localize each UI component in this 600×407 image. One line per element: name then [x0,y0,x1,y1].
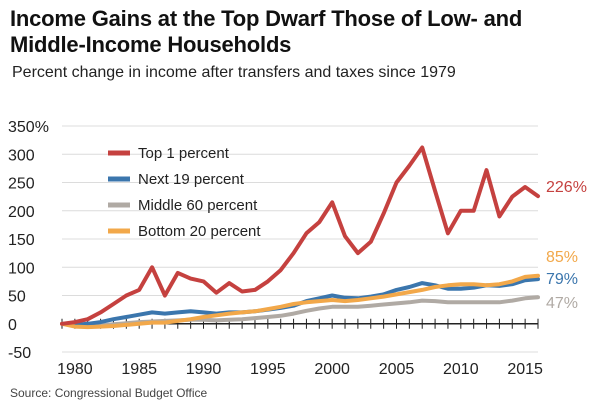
chart-subtitle: Percent change in income after transfers… [12,64,456,81]
x-tick-label: 1990 [186,361,222,378]
x-tick-label: 1985 [121,361,157,378]
y-tick-label: 300 [8,147,35,164]
y-tick-label: 350% [8,119,49,136]
legend-label: Top 1 percent [138,145,230,162]
x-tick-label: 1980 [57,361,93,378]
y-tick-label: 100 [8,260,35,277]
end-value-label: 47% [546,295,578,312]
y-tick-label: 150 [8,232,35,249]
series-line-bottom-20-percent [60,273,540,330]
y-tick-label: -50 [8,345,31,362]
source-note: Source: Congressional Budget Office [10,386,208,400]
x-tick-label: 2015 [507,361,543,378]
series-line-top-1-percent [60,145,540,326]
end-value-label: 226% [546,179,587,196]
y-tick-label: 50 [8,289,26,306]
y-tick-label: 250 [8,176,35,193]
end-value-label: 79% [546,271,578,288]
y-tick-label: 0 [8,317,17,334]
x-tick-label: 2000 [314,361,350,378]
x-tick-label: 2005 [379,361,415,378]
y-tick-label: 200 [8,204,35,221]
legend-label: Next 19 percent [138,171,245,188]
x-tick-label: 2010 [443,361,479,378]
legend-label: Bottom 20 percent [138,223,261,240]
x-tick-label: 1995 [250,361,286,378]
legend-label: Middle 60 percent [138,197,258,214]
chart-title: Income Gains at the Top Dwarf Those of L… [10,6,523,57]
end-value-label: 85% [546,249,578,266]
